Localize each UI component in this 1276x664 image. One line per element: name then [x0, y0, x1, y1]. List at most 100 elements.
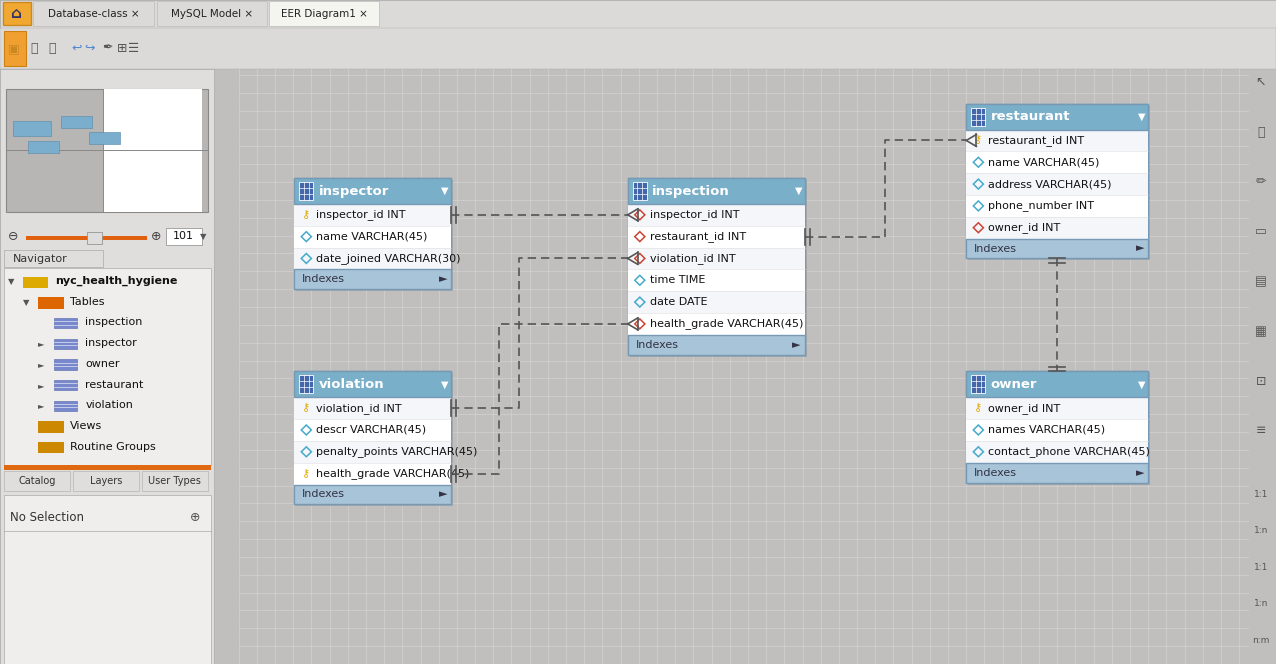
Text: ⚷: ⚷ [975, 135, 983, 145]
Text: ►: ► [439, 274, 447, 284]
Text: 1:1: 1:1 [1253, 489, 1268, 499]
Text: Tables: Tables [70, 297, 105, 307]
FancyBboxPatch shape [54, 400, 77, 411]
Text: ☰: ☰ [129, 42, 139, 55]
FancyBboxPatch shape [295, 371, 450, 505]
FancyBboxPatch shape [6, 89, 208, 212]
Text: contact_phone VARCHAR(45): contact_phone VARCHAR(45) [989, 446, 1151, 457]
Text: ↪: ↪ [84, 42, 94, 55]
Text: ►: ► [1136, 467, 1145, 477]
Text: owner_id INT: owner_id INT [989, 403, 1060, 414]
FancyBboxPatch shape [628, 270, 805, 291]
FancyBboxPatch shape [13, 121, 51, 135]
Text: ▦: ▦ [1254, 325, 1267, 338]
FancyBboxPatch shape [38, 422, 64, 433]
Text: date DATE: date DATE [649, 297, 707, 307]
Text: date_joined VARCHAR(30): date_joined VARCHAR(30) [316, 253, 461, 264]
Text: ⚷: ⚷ [975, 403, 983, 413]
Text: Routine Groups: Routine Groups [70, 442, 156, 452]
Text: 101: 101 [174, 231, 194, 242]
FancyBboxPatch shape [54, 318, 77, 328]
Text: ►: ► [439, 489, 447, 499]
FancyBboxPatch shape [628, 178, 805, 204]
FancyBboxPatch shape [971, 108, 985, 125]
Text: Layers: Layers [89, 476, 122, 487]
Text: ►: ► [1136, 244, 1145, 254]
Text: restaurant_id INT: restaurant_id INT [989, 135, 1085, 146]
FancyBboxPatch shape [295, 204, 450, 226]
FancyBboxPatch shape [61, 116, 92, 128]
Text: 📂: 📂 [31, 42, 38, 55]
Text: Indexes: Indexes [302, 489, 346, 499]
FancyBboxPatch shape [630, 180, 806, 357]
FancyBboxPatch shape [0, 0, 1276, 28]
FancyBboxPatch shape [966, 238, 1148, 258]
FancyBboxPatch shape [38, 297, 64, 309]
FancyBboxPatch shape [968, 106, 1150, 260]
Text: EER Diagram1 ×: EER Diagram1 × [281, 9, 367, 19]
FancyBboxPatch shape [966, 371, 1148, 397]
FancyBboxPatch shape [966, 104, 1148, 129]
Text: inspector_id INT: inspector_id INT [649, 209, 739, 220]
Text: inspector_id INT: inspector_id INT [316, 209, 406, 220]
Text: User Types: User Types [148, 476, 202, 487]
Text: phone_number INT: phone_number INT [989, 201, 1095, 211]
Text: 1:n: 1:n [1253, 526, 1268, 535]
FancyBboxPatch shape [633, 182, 647, 200]
Text: ⌂: ⌂ [11, 7, 22, 21]
FancyBboxPatch shape [73, 471, 139, 491]
Text: ⊕: ⊕ [151, 230, 161, 243]
Text: ✏: ✏ [1256, 175, 1266, 189]
Text: MySQL Model ×: MySQL Model × [171, 9, 253, 19]
Text: ⚷: ⚷ [302, 469, 310, 479]
FancyBboxPatch shape [157, 1, 267, 26]
Text: ▭: ▭ [1254, 225, 1267, 238]
Text: ►: ► [38, 401, 45, 410]
Text: ▼: ▼ [1138, 112, 1146, 122]
Text: violation: violation [319, 378, 384, 391]
Text: ▼: ▼ [1138, 379, 1146, 389]
Text: ►: ► [38, 380, 45, 390]
FancyBboxPatch shape [295, 178, 450, 290]
FancyBboxPatch shape [966, 397, 1148, 419]
Text: health_grade VARCHAR(45): health_grade VARCHAR(45) [649, 319, 804, 329]
FancyBboxPatch shape [295, 226, 450, 248]
FancyBboxPatch shape [295, 270, 450, 290]
Text: ⊡: ⊡ [1256, 374, 1266, 388]
Text: address VARCHAR(45): address VARCHAR(45) [989, 179, 1111, 189]
Text: Database-class ×: Database-class × [48, 9, 139, 19]
Text: ▼: ▼ [441, 186, 449, 196]
Text: violation: violation [85, 400, 134, 410]
Text: penalty_points VARCHAR(45): penalty_points VARCHAR(45) [316, 446, 477, 457]
FancyBboxPatch shape [966, 371, 1148, 483]
FancyBboxPatch shape [89, 132, 120, 144]
Text: health_grade VARCHAR(45): health_grade VARCHAR(45) [316, 468, 470, 479]
FancyBboxPatch shape [966, 151, 1148, 173]
FancyBboxPatch shape [296, 373, 453, 507]
FancyBboxPatch shape [4, 250, 103, 267]
Text: ▤: ▤ [1254, 275, 1267, 288]
Text: names VARCHAR(45): names VARCHAR(45) [989, 425, 1105, 435]
Text: owner: owner [85, 359, 120, 369]
FancyBboxPatch shape [295, 248, 450, 270]
FancyBboxPatch shape [4, 495, 211, 664]
FancyBboxPatch shape [38, 442, 64, 454]
Text: n:m: n:m [1252, 635, 1270, 645]
Text: Indexes: Indexes [635, 340, 679, 350]
FancyBboxPatch shape [968, 373, 1150, 485]
FancyBboxPatch shape [295, 419, 450, 441]
Text: 1:n: 1:n [1253, 599, 1268, 608]
Text: inspection: inspection [652, 185, 730, 197]
FancyBboxPatch shape [4, 31, 26, 66]
FancyBboxPatch shape [966, 463, 1148, 483]
FancyBboxPatch shape [26, 236, 147, 240]
Text: ···: ··· [102, 494, 112, 505]
Text: restaurant_id INT: restaurant_id INT [649, 231, 746, 242]
FancyBboxPatch shape [300, 375, 314, 393]
Text: owner_id INT: owner_id INT [989, 222, 1060, 233]
FancyBboxPatch shape [3, 2, 31, 25]
FancyBboxPatch shape [971, 375, 985, 393]
Text: ⊖: ⊖ [8, 230, 18, 243]
FancyBboxPatch shape [628, 248, 805, 270]
FancyBboxPatch shape [295, 463, 450, 485]
